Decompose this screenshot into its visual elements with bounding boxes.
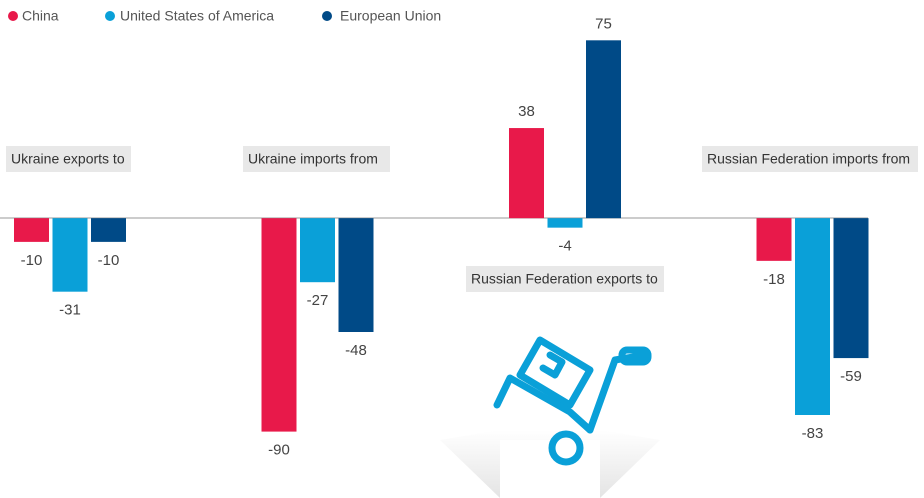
value-label: -10 (98, 252, 120, 269)
bar (795, 218, 830, 415)
legend-label: European Union (340, 8, 441, 24)
value-label: 38 (518, 103, 535, 120)
value-label: -83 (802, 425, 824, 442)
legend-label: United States of America (120, 8, 274, 24)
bar (547, 218, 583, 228)
value-label: -59 (840, 368, 862, 385)
bar (509, 128, 544, 219)
legend-dot (105, 11, 115, 21)
bar (261, 218, 297, 432)
category-box (466, 266, 664, 292)
value-label: -90 (268, 442, 290, 459)
category-label: Ukraine exports to (11, 151, 125, 167)
value-label: -27 (307, 292, 329, 309)
legend-label: China (22, 8, 59, 24)
illustration (440, 336, 660, 498)
category-box (6, 146, 131, 172)
legend-dot (322, 11, 332, 21)
legend-dot (8, 11, 18, 21)
category-label: Russian Federation imports from (707, 151, 910, 167)
category-box (702, 146, 918, 172)
category-label: Russian Federation exports to (471, 271, 658, 287)
category-box (243, 146, 390, 172)
value-label: -18 (763, 271, 785, 288)
bar (300, 218, 335, 283)
bar (338, 218, 374, 332)
bar (14, 218, 49, 242)
bar (91, 218, 126, 242)
category-label: Ukraine imports from (248, 151, 378, 167)
value-label: -4 (558, 238, 571, 255)
value-label: -10 (21, 252, 43, 269)
bar (833, 218, 869, 359)
bar (52, 218, 88, 292)
value-label: 75 (595, 15, 612, 32)
value-label: -31 (59, 302, 81, 319)
value-label: -48 (345, 342, 367, 359)
bar (586, 40, 621, 219)
bar (756, 218, 792, 261)
